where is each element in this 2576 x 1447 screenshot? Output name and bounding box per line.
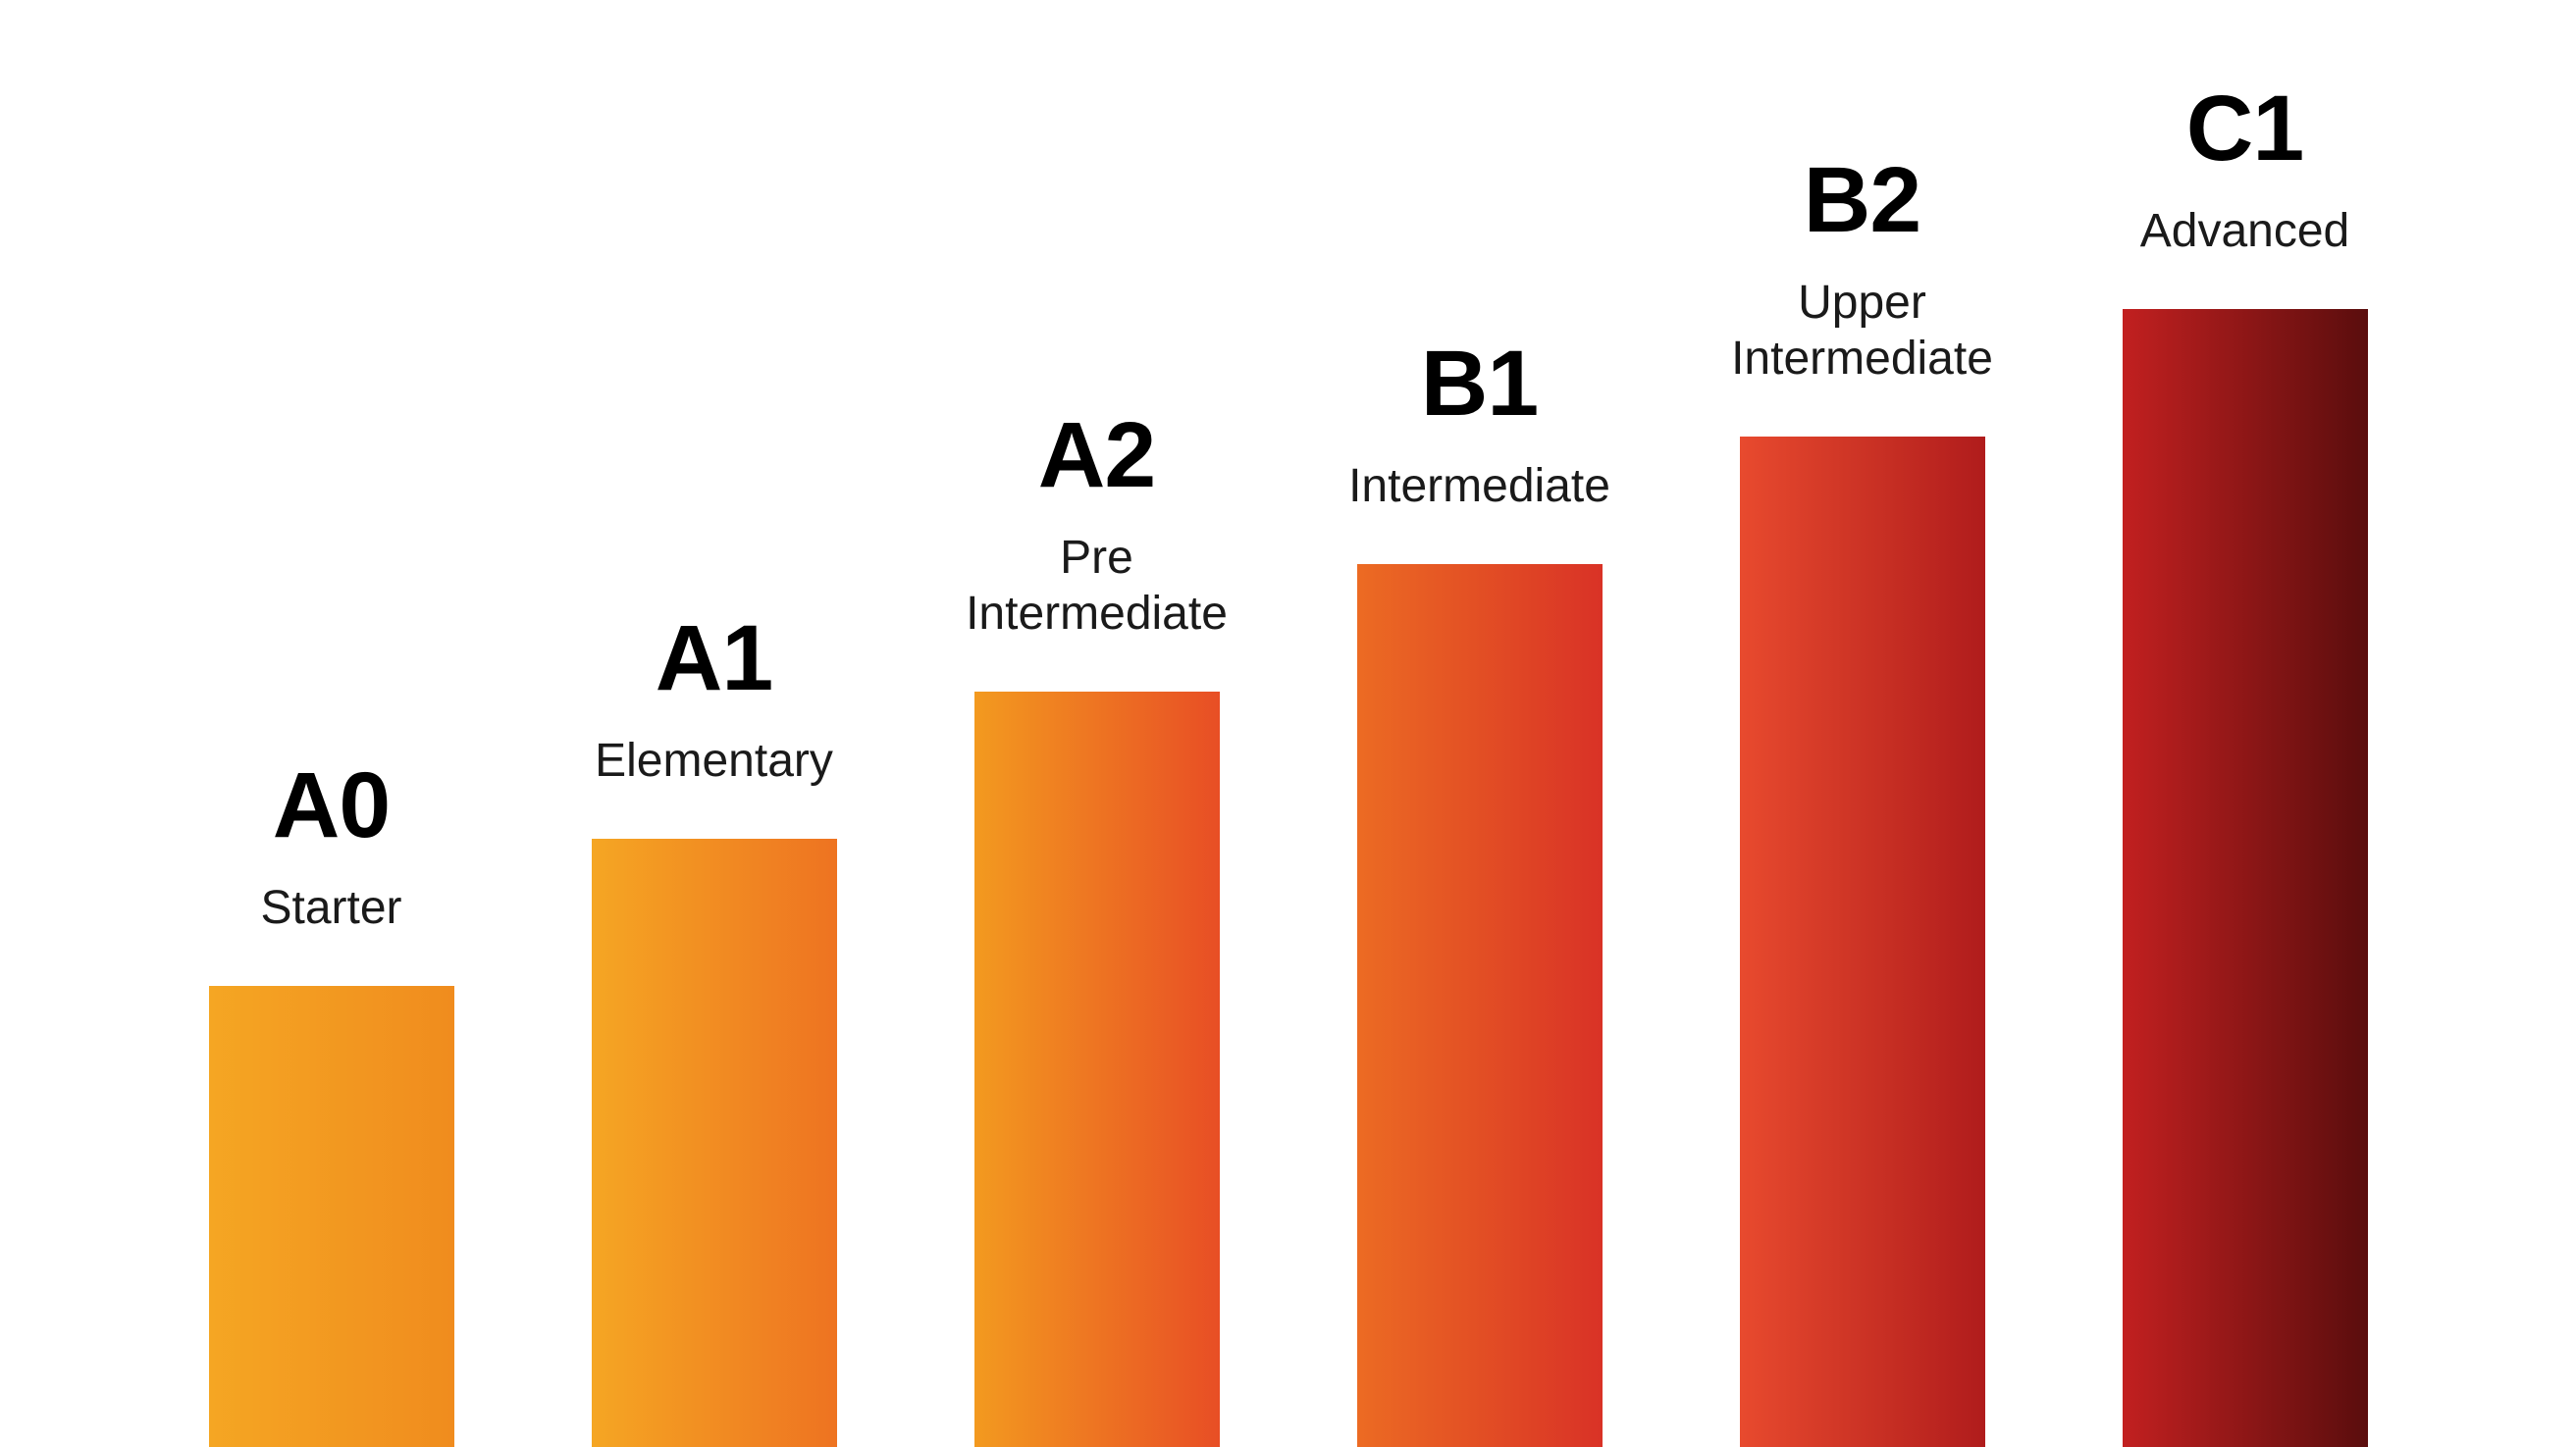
level-code: B1 <box>1421 337 1538 431</box>
bar-group-b1: B1 Intermediate <box>1333 0 1627 1447</box>
level-name: Elementary <box>595 733 833 790</box>
bar-b2 <box>1740 437 1985 1447</box>
label-stack: C1 Advanced <box>2140 82 2350 260</box>
levels-bar-chart: A0 Starter A1 Elementary A2 Pre Intermed… <box>0 0 2576 1447</box>
level-name: Pre Intermediate <box>950 530 1244 643</box>
bar-a2 <box>974 692 1220 1447</box>
label-stack: A2 Pre Intermediate <box>950 409 1244 643</box>
level-name: Advanced <box>2140 203 2350 260</box>
level-code: C1 <box>2186 82 2303 176</box>
bar-group-a1: A1 Elementary <box>567 0 862 1447</box>
level-code: A1 <box>656 612 772 705</box>
level-code: A0 <box>273 759 390 853</box>
bar-group-c1: C1 Advanced <box>2098 0 2392 1447</box>
label-stack: A1 Elementary <box>595 612 833 790</box>
bar-b1 <box>1357 564 1603 1447</box>
bar-a0 <box>209 986 454 1447</box>
label-stack: B2 Upper Intermediate <box>1731 154 1993 388</box>
bar-c1 <box>2123 309 2368 1447</box>
bar-a1 <box>592 839 837 1447</box>
level-name: Intermediate <box>1348 458 1610 515</box>
bar-group-a2: A2 Pre Intermediate <box>950 0 1244 1447</box>
label-stack: B1 Intermediate <box>1348 337 1610 515</box>
bar-group-b2: B2 Upper Intermediate <box>1715 0 2010 1447</box>
level-name: Starter <box>260 880 401 937</box>
level-code: B2 <box>1804 154 1920 247</box>
level-name: Upper Intermediate <box>1731 275 1993 388</box>
bar-group-a0: A0 Starter <box>184 0 479 1447</box>
label-stack: A0 Starter <box>260 759 401 937</box>
level-code: A2 <box>1038 409 1155 502</box>
